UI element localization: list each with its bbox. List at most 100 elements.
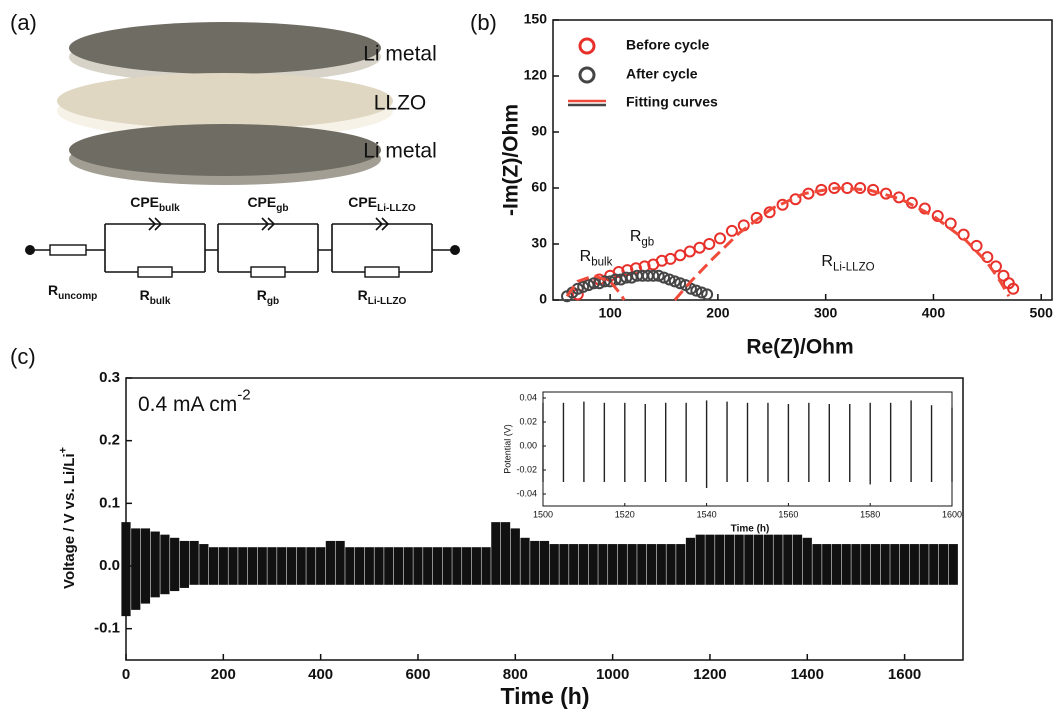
voltage-range	[734, 534, 744, 585]
cpe-label-sub: bulk	[159, 203, 180, 214]
y-tick-label: 30	[531, 235, 547, 251]
voltage-range	[569, 544, 579, 585]
resistor	[49, 244, 87, 256]
annotation-main: R	[580, 248, 592, 265]
y-tick-label: -0.04	[516, 488, 537, 498]
voltage-range	[423, 547, 433, 585]
voltage-range	[666, 544, 676, 585]
x-tick-label: 0	[122, 666, 130, 683]
voltage-range	[627, 544, 637, 585]
voltage-range	[724, 534, 735, 585]
voltage-range	[851, 544, 861, 585]
voltage-range	[812, 544, 822, 585]
voltage-range	[121, 522, 131, 617]
resistor-label: Rgb	[257, 287, 279, 307]
legend-marker	[578, 66, 596, 84]
cpe-label-sub: gb	[276, 203, 288, 214]
circuit	[25, 217, 460, 278]
voltage-range	[384, 547, 394, 585]
voltage-range	[870, 544, 881, 585]
voltage-range	[624, 402, 626, 482]
data-point	[604, 275, 617, 288]
resistor	[364, 266, 400, 278]
legend-label: After cycle	[626, 66, 698, 82]
data-point	[663, 273, 676, 286]
voltage-range	[432, 547, 443, 585]
data-point	[970, 239, 983, 252]
resistor-label-sub: Li-LLZO	[368, 296, 407, 307]
resistor-label-main: R	[257, 287, 267, 303]
data-point	[652, 269, 665, 282]
x-tick-label: 400	[922, 305, 946, 321]
voltage-range	[598, 544, 608, 585]
voltage-range	[354, 547, 365, 585]
voltage-range	[542, 402, 544, 482]
data-point	[714, 232, 727, 245]
data-point	[684, 282, 697, 295]
data-point	[944, 217, 957, 230]
data-point	[587, 277, 600, 290]
data-point	[629, 262, 642, 275]
y-tick-label: 60	[531, 179, 547, 195]
voltage-range	[364, 547, 374, 585]
voltage-range	[140, 528, 151, 604]
voltage-range	[500, 522, 511, 585]
voltage-range	[831, 544, 842, 585]
x-tick-label: 1520	[615, 509, 635, 519]
data-point	[674, 277, 687, 290]
voltage-range	[608, 544, 618, 585]
voltage-range	[267, 547, 277, 585]
y-tick-label: 0.04	[519, 392, 537, 402]
voltage-range	[131, 528, 141, 610]
y-tick-label: 0.02	[519, 416, 537, 426]
voltage-range	[861, 544, 871, 585]
voltage-range	[695, 534, 705, 585]
y-axis-title-sup: +	[57, 447, 69, 453]
disc	[69, 22, 381, 74]
voltage-range	[763, 534, 773, 585]
data-point	[625, 271, 638, 284]
voltage-range	[919, 544, 929, 585]
annotation: Rgb	[630, 228, 654, 248]
voltage-range	[296, 547, 306, 585]
annotation-main: 0.4 mA cm	[138, 393, 237, 416]
voltage-range	[160, 534, 170, 595]
voltage-range	[559, 544, 569, 585]
x-tick-label: 1200	[693, 666, 726, 683]
annotation-main: R	[821, 253, 833, 270]
x-tick-label: 500	[1030, 305, 1054, 321]
voltage-range	[783, 534, 793, 585]
resistor-label-main: R	[140, 287, 150, 303]
voltage-range	[644, 404, 646, 482]
voltage-range	[238, 547, 248, 585]
y-tick-label: 90	[531, 123, 547, 139]
data-point	[664, 252, 677, 265]
x-tick-label: 1600	[888, 666, 921, 683]
voltage-range	[676, 544, 686, 585]
x-tick-label: 200	[706, 305, 730, 321]
voltage-range	[665, 402, 667, 482]
data-point	[582, 279, 595, 292]
voltage-range	[656, 544, 666, 585]
voltage-range	[549, 544, 559, 585]
voltage-range	[442, 547, 452, 585]
disc	[69, 124, 381, 176]
cpe-label: CPEbulk	[130, 194, 180, 214]
data-point	[655, 254, 668, 267]
y-tick-label: 120	[524, 67, 548, 83]
resistor-label: Runcomp	[48, 282, 97, 302]
cpe-label-main: CPE	[348, 194, 377, 210]
voltage-range	[767, 402, 769, 482]
data-point	[683, 245, 696, 258]
voltage-range	[792, 534, 803, 585]
legend-label: Fitting curves	[626, 94, 718, 110]
voltage-range	[646, 544, 657, 585]
voltage-range	[403, 547, 413, 585]
annotation: 0.4 mA cm-2	[138, 387, 251, 416]
voltage-range	[685, 402, 687, 482]
x-tick-label: 1500	[533, 509, 553, 519]
resistor-label-sub: gb	[267, 296, 279, 307]
annotation: Rbulk	[580, 248, 613, 268]
x-tick-label: 400	[308, 666, 333, 683]
resistor-label: Rbulk	[140, 287, 171, 307]
